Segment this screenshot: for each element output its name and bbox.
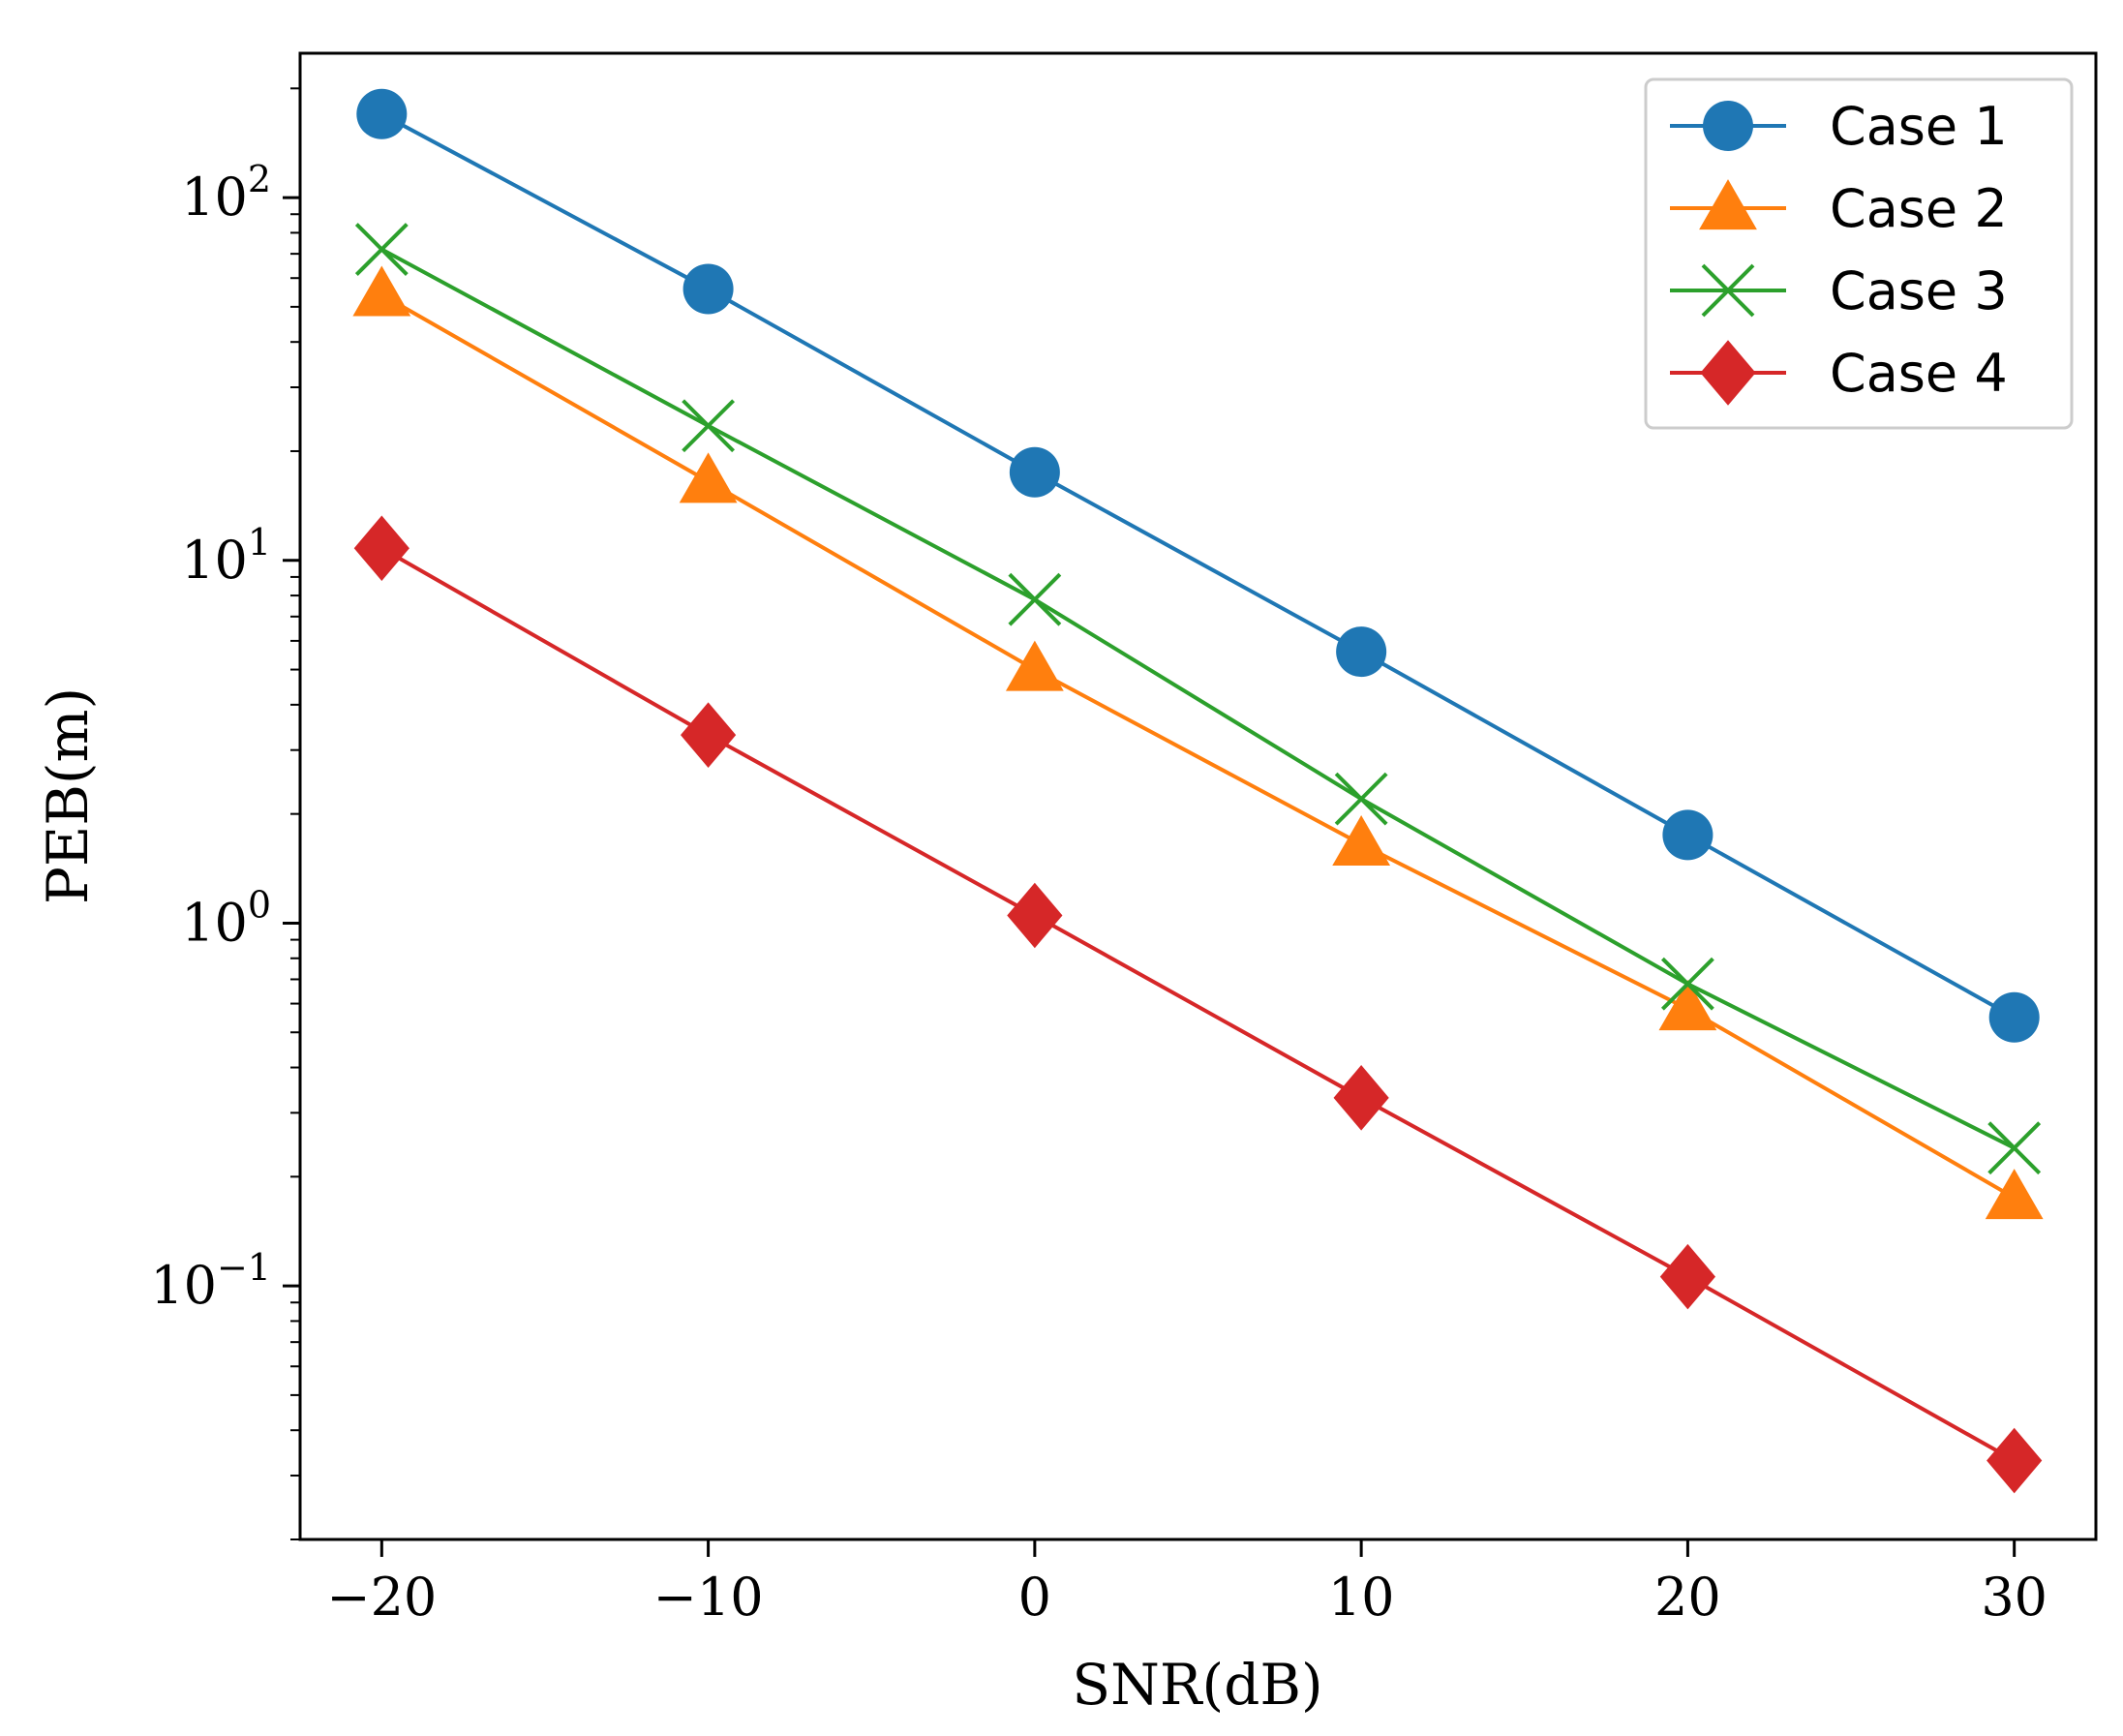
- legend-box: [1644, 77, 2074, 430]
- data-point-diamond: [1007, 882, 1063, 949]
- series-3: [354, 223, 2042, 1175]
- data-point-circle: [1662, 809, 1714, 861]
- data-point-triangle: [1658, 980, 1717, 1031]
- x-tick-label: 20: [1654, 1567, 1721, 1628]
- data-point-circle: [682, 263, 734, 315]
- data-point-diamond: [680, 702, 737, 768]
- plot-frame: [298, 51, 2098, 1541]
- data-point-triangle: [1985, 1169, 2044, 1220]
- legend-label: Case 1: [1830, 96, 2008, 157]
- x-tick-label: −20: [326, 1567, 437, 1628]
- data-point-triangle: [1005, 640, 1064, 691]
- legend-label: Case 4: [1830, 343, 2008, 404]
- y-axis-ticks: 10−1 100 101 102: [150, 87, 300, 1540]
- series-1: [356, 88, 2040, 1043]
- data-point-triangle: [679, 452, 738, 503]
- y-tick-label: 100: [181, 883, 271, 953]
- series-line: [380, 546, 2016, 1463]
- data-point-x: [1334, 772, 1388, 826]
- data-point-circle: [1988, 991, 2040, 1043]
- y-tick-label: 101: [181, 521, 271, 591]
- data-point-diamond: [1987, 1427, 2043, 1494]
- legend-item: Case 2: [1670, 178, 2008, 239]
- data-point-x: [1987, 1121, 2042, 1175]
- series-group: [352, 88, 2044, 1494]
- x-axis-label: SNR(dB): [1072, 1652, 1322, 1718]
- series-4: [353, 515, 2043, 1494]
- data-point-diamond: [1333, 1065, 1389, 1131]
- series-line: [380, 292, 2016, 1200]
- series-2: [352, 265, 2044, 1220]
- legend-item: Case 3: [1670, 260, 2008, 321]
- legend-marker-circle: [1703, 101, 1753, 151]
- legend-marker-diamond: [1700, 340, 1756, 406]
- series-line: [380, 247, 2016, 1150]
- data-point-x: [1660, 957, 1714, 1011]
- data-point-triangle: [1332, 815, 1391, 867]
- legend-label: Case 2: [1830, 178, 2008, 239]
- x-tick-label: −10: [653, 1567, 764, 1628]
- legend-marker-x: [1701, 263, 1755, 318]
- y-tick-label: 102: [181, 158, 271, 228]
- data-point-diamond: [1659, 1243, 1716, 1310]
- x-tick-label: 30: [1981, 1567, 2047, 1628]
- series-line: [380, 111, 2016, 1020]
- data-point-x: [682, 399, 736, 453]
- legend-marker-triangle: [1699, 179, 1757, 230]
- data-point-circle: [356, 88, 408, 139]
- y-tick-label: 10−1: [150, 1246, 271, 1316]
- x-tick-label: 0: [1018, 1567, 1051, 1628]
- data-point-circle: [1336, 626, 1387, 678]
- y-axis-label: PEB(m): [35, 687, 101, 904]
- legend-item: Case 1: [1670, 96, 2008, 157]
- data-point-triangle: [352, 265, 411, 317]
- data-point-diamond: [353, 515, 409, 582]
- legend: Case 1 Case 2 Case 3 Case 4: [1644, 77, 2074, 430]
- data-point-x: [1008, 572, 1062, 626]
- data-point-circle: [1009, 446, 1060, 498]
- data-point-x: [354, 223, 409, 276]
- legend-item: Case 4: [1670, 340, 2008, 406]
- legend-label: Case 3: [1830, 260, 2008, 321]
- x-axis-ticks: −20 −10 0 10 20 30: [326, 1539, 2047, 1628]
- x-tick-label: 10: [1328, 1567, 1395, 1628]
